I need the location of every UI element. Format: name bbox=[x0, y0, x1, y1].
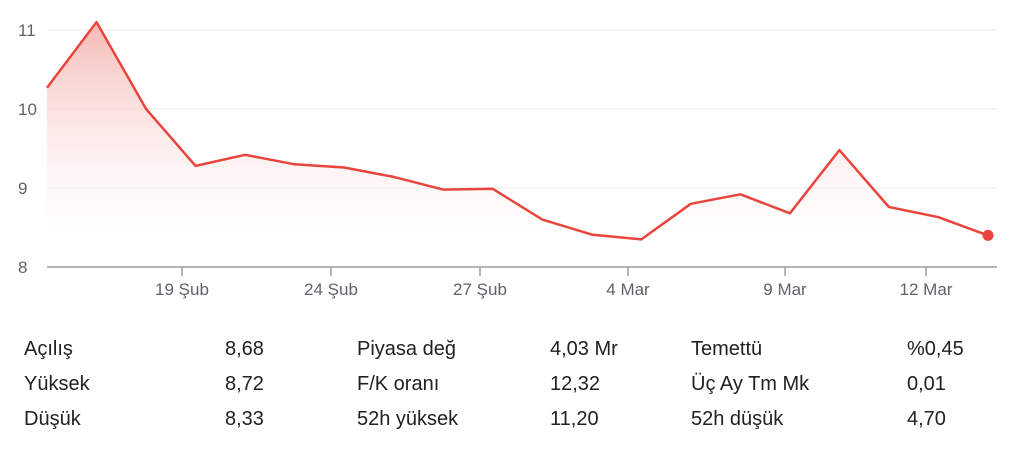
x-axis-ticks: 19 Şub 24 Şub 27 Şub 4 Mar 9 Mar 12 Mar bbox=[155, 267, 953, 299]
stat-value-dividend: %0,45 bbox=[907, 338, 964, 360]
x-tick-label: 4 Mar bbox=[606, 280, 650, 299]
x-tick-label: 12 Mar bbox=[900, 280, 953, 299]
stat-value-market-cap: 4,03 Mr bbox=[550, 338, 618, 360]
stat-value-quarterly: 0,01 bbox=[907, 373, 946, 395]
last-price-marker[interactable] bbox=[982, 229, 994, 241]
stat-value-52w-high: 11,20 bbox=[550, 408, 599, 430]
stat-label-open: Açılış bbox=[24, 338, 73, 360]
x-tick-label: 9 Mar bbox=[763, 280, 807, 299]
y-axis-ticks: 8 9 10 11 bbox=[18, 21, 37, 277]
price-chart: 8 9 10 11 19 Şub 24 Şub 27 Şub 4 Mar 9 Mar 12 Ma… bbox=[18, 20, 997, 299]
stat-value-52w-low: 4,70 bbox=[907, 408, 946, 430]
stat-label-52w-high: 52h yüksek bbox=[357, 408, 459, 430]
stat-label-market-cap: Piyasa değ bbox=[357, 338, 456, 360]
stat-label-high: Yüksek bbox=[24, 373, 90, 395]
stat-label-quarterly: Üç Ay Tm Mk bbox=[691, 373, 810, 395]
y-tick-label: 11 bbox=[18, 21, 36, 40]
stat-label-dividend: Temettü bbox=[691, 338, 763, 360]
stat-label-pe-ratio: F/K oranı bbox=[357, 373, 440, 395]
stat-value-high: 8,72 bbox=[225, 373, 264, 395]
price-area bbox=[47, 22, 988, 267]
y-tick-label: 10 bbox=[18, 100, 37, 119]
y-tick-label: 9 bbox=[18, 179, 27, 198]
x-tick-label: 24 Şub bbox=[304, 280, 358, 299]
stat-value-low: 8,33 bbox=[225, 408, 264, 430]
x-tick-label: 19 Şub bbox=[155, 280, 209, 299]
stat-label-52w-low: 52h düşük bbox=[691, 408, 784, 430]
stats-table: Açılış 8,68 Yüksek 8,72 Düşük 8,33 Piyas… bbox=[0, 328, 1009, 438]
price-line bbox=[46, 20, 989, 241]
stat-value-open: 8,68 bbox=[225, 338, 264, 360]
x-tick-label: 27 Şub bbox=[453, 280, 507, 299]
y-tick-label: 8 bbox=[18, 258, 27, 277]
stat-label-low: Düşük bbox=[24, 408, 81, 430]
stat-value-pe-ratio: 12,32 bbox=[550, 373, 601, 395]
